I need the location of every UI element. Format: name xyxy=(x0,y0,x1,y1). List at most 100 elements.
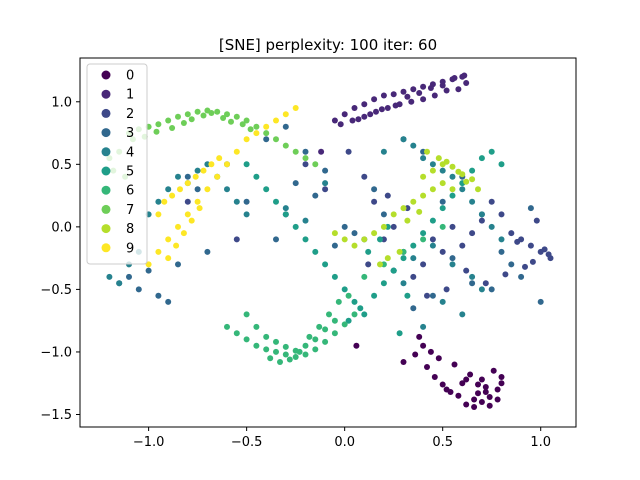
data-point-3 xyxy=(498,248,505,255)
data-point-1 xyxy=(431,92,438,99)
data-point-0 xyxy=(431,374,438,380)
data-point-0 xyxy=(486,394,493,400)
legend: 0 1 2 3 4 5 6 7 8 9 xyxy=(86,63,148,265)
data-point-3 xyxy=(429,292,436,299)
x-tick-label: −1.0 xyxy=(133,435,165,450)
data-point-1 xyxy=(410,86,417,93)
data-point-5 xyxy=(273,198,279,205)
data-point-0 xyxy=(478,376,485,383)
data-point-1 xyxy=(451,75,458,81)
data-point-1 xyxy=(408,98,415,105)
data-point-3 xyxy=(243,198,250,205)
legend-label-2: 2 xyxy=(126,107,134,122)
data-point-6 xyxy=(335,298,342,305)
data-point-0 xyxy=(471,404,478,410)
data-point-7 xyxy=(233,113,240,120)
data-point-7 xyxy=(263,130,270,137)
data-point-8 xyxy=(377,261,383,268)
data-point-4 xyxy=(233,198,240,205)
data-point-5 xyxy=(420,230,427,237)
data-point-3 xyxy=(263,136,270,143)
data-point-1 xyxy=(341,111,348,118)
data-point-7 xyxy=(169,125,176,131)
data-point-2 xyxy=(482,280,489,287)
data-point-9 xyxy=(282,111,289,118)
data-point-1 xyxy=(392,102,399,109)
data-point-5 xyxy=(396,330,403,337)
legend-marker-6 xyxy=(101,185,111,195)
data-point-6 xyxy=(306,333,313,340)
data-point-7 xyxy=(292,148,299,155)
data-point-6 xyxy=(316,323,323,330)
data-point-0 xyxy=(463,401,470,408)
data-point-8 xyxy=(455,168,462,175)
legend-label-0: 0 xyxy=(126,69,134,84)
data-point-3 xyxy=(331,242,338,249)
data-point-3 xyxy=(488,286,495,293)
plot-frame xyxy=(79,57,577,428)
y-tick-label: 0.5 xyxy=(51,158,72,173)
data-point-7 xyxy=(247,126,254,133)
data-point-3 xyxy=(537,298,544,305)
data-point-7 xyxy=(188,116,195,123)
data-point-1 xyxy=(361,113,368,120)
x-tick-label: −0.5 xyxy=(231,435,263,450)
y-axis: −1.5 −1.0 −0.5 0.0 0.5 1.0 xyxy=(40,95,80,423)
data-point-3 xyxy=(351,230,358,237)
data-point-1 xyxy=(318,148,325,155)
y-tick-label: 0.0 xyxy=(51,220,72,235)
data-point-1 xyxy=(420,96,427,103)
data-point-2 xyxy=(488,198,495,205)
data-point-8 xyxy=(371,230,378,237)
data-point-5 xyxy=(365,248,372,255)
data-point-9 xyxy=(243,136,250,143)
data-point-8 xyxy=(439,180,446,187)
data-point-3 xyxy=(273,236,279,243)
data-point-0 xyxy=(400,359,407,365)
data-point-2 xyxy=(533,217,540,224)
data-point-2 xyxy=(184,198,191,205)
data-point-2 xyxy=(498,211,505,218)
data-point-1 xyxy=(461,72,468,79)
data-point-4 xyxy=(155,198,162,205)
data-point-0 xyxy=(451,361,458,368)
data-point-0 xyxy=(467,371,474,378)
data-point-5 xyxy=(380,280,387,287)
data-point-3 xyxy=(410,305,417,312)
data-point-5 xyxy=(478,155,485,162)
data-point-9 xyxy=(155,211,162,218)
data-point-4 xyxy=(469,273,476,280)
data-point-6 xyxy=(341,321,348,328)
data-point-5 xyxy=(341,286,348,293)
data-point-2 xyxy=(522,263,528,270)
data-point-6 xyxy=(292,354,299,360)
data-point-6 xyxy=(296,348,303,355)
data-point-2 xyxy=(361,173,368,180)
data-point-1 xyxy=(367,111,374,118)
data-point-9 xyxy=(184,180,191,187)
data-point-0 xyxy=(447,389,454,395)
data-point-8 xyxy=(331,230,338,237)
data-point-4 xyxy=(175,173,181,180)
points-layer xyxy=(106,72,554,410)
data-point-6 xyxy=(312,346,319,353)
data-point-5 xyxy=(312,248,319,255)
data-point-8 xyxy=(341,236,348,243)
data-point-9 xyxy=(196,205,203,212)
legend-marker-9 xyxy=(101,243,111,253)
data-point-5 xyxy=(322,261,329,268)
data-point-0 xyxy=(463,376,470,383)
data-point-5 xyxy=(377,236,383,243)
data-point-9 xyxy=(169,192,176,199)
data-point-6 xyxy=(267,355,274,362)
data-point-2 xyxy=(345,148,352,155)
data-point-8 xyxy=(475,186,481,193)
data-point-7 xyxy=(175,113,181,120)
x-tick-label: 1.0 xyxy=(530,435,551,450)
data-point-9 xyxy=(216,155,223,162)
data-point-6 xyxy=(439,223,446,230)
data-point-1 xyxy=(455,86,462,93)
data-point-8 xyxy=(390,211,397,218)
data-point-6 xyxy=(253,323,260,330)
data-point-7 xyxy=(312,161,319,168)
